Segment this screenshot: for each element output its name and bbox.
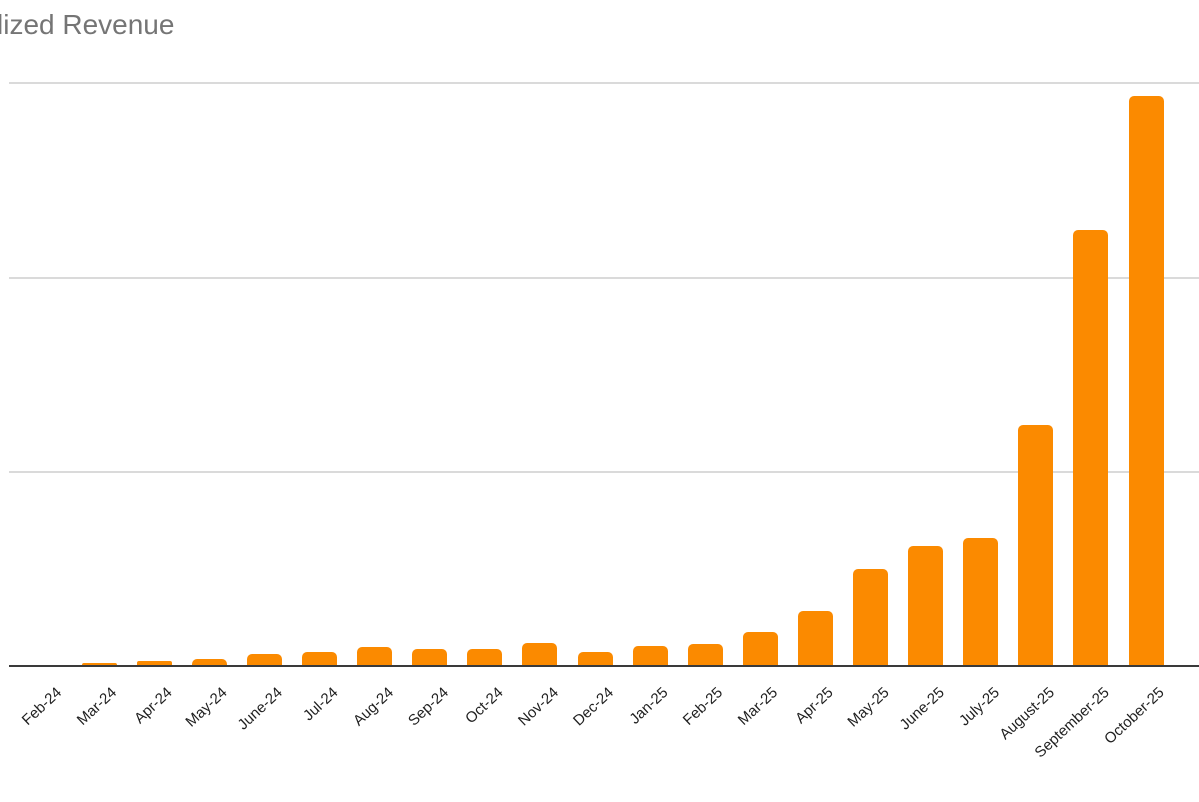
bar xyxy=(192,659,227,665)
bar xyxy=(1129,96,1164,665)
x-axis-label: Nov-24 xyxy=(514,684,562,730)
bar xyxy=(467,649,502,665)
x-axis-label: October-25 xyxy=(1101,684,1168,748)
bar xyxy=(247,654,282,665)
bar xyxy=(412,649,447,665)
x-axis-label: Dec-24 xyxy=(569,684,617,730)
x-axis-label: Feb-25 xyxy=(680,684,727,729)
x-axis-label: May-24 xyxy=(182,684,231,731)
x-axis-label: Apr-25 xyxy=(792,684,837,728)
bar xyxy=(853,569,888,665)
bar xyxy=(633,646,668,665)
bar xyxy=(578,652,613,665)
gridline xyxy=(9,82,1199,84)
bar xyxy=(357,647,392,665)
x-axis-label: Sep-24 xyxy=(404,684,452,730)
gridline xyxy=(9,471,1199,473)
x-axis-label: Mar-24 xyxy=(74,684,121,729)
bar xyxy=(688,644,723,665)
bar xyxy=(522,643,557,665)
chart-title: lized Revenue xyxy=(0,9,175,40)
x-axis-label: Apr-24 xyxy=(131,684,176,728)
x-axis-label: Feb-24 xyxy=(19,684,66,729)
bar xyxy=(302,652,337,665)
gridline xyxy=(9,277,1199,279)
x-axis-label: Jan-25 xyxy=(626,684,672,728)
bar xyxy=(137,661,172,665)
x-axis-label: May-25 xyxy=(844,684,893,731)
x-axis-label: Mar-25 xyxy=(735,684,782,729)
bar xyxy=(743,632,778,665)
bar xyxy=(963,538,998,665)
bar xyxy=(798,611,833,665)
bar xyxy=(82,663,117,665)
x-axis-label: July-25 xyxy=(955,684,1003,730)
x-axis-label: June-24 xyxy=(234,684,286,734)
bar xyxy=(1073,230,1108,665)
x-axis-label: June-25 xyxy=(896,684,948,734)
x-axis-label: Oct-24 xyxy=(462,684,507,728)
x-axis-line xyxy=(9,665,1199,667)
x-axis-label: Aug-24 xyxy=(349,684,397,730)
x-axis-label: Jul-24 xyxy=(300,684,342,725)
bar xyxy=(908,546,943,665)
bar xyxy=(1018,425,1053,665)
